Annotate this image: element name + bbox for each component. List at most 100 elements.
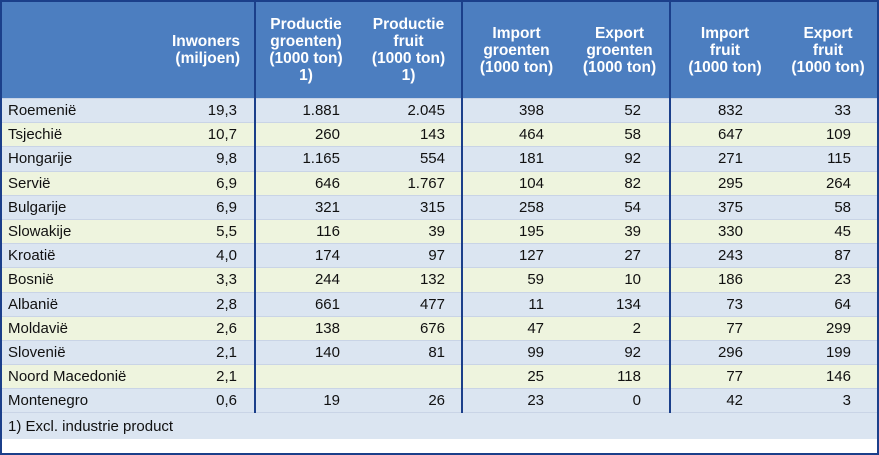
- cell-export-vegetables: 134: [570, 291, 671, 317]
- table-row: Montenegro 0,6 19 26 23 0 42 3: [2, 388, 877, 413]
- cell-country: Slovenië: [2, 339, 149, 365]
- table-row: Moldavië 2,6 138 676 47 2 77 299: [2, 315, 877, 341]
- cell-import-vegetables: 464: [462, 122, 570, 147]
- header-production-vegetables: Productie groenten) (1000 ton) 1): [255, 2, 356, 99]
- header-row: Inwoners (miljoen) Productie groenten) (100…: [2, 2, 877, 99]
- cell-import-vegetables: 258: [462, 194, 570, 220]
- cell-import-fruit: 77: [670, 364, 779, 389]
- cell-export-fruit: 115: [779, 146, 877, 172]
- cell-import-fruit: 271: [670, 146, 779, 172]
- cell-import-vegetables: 23: [462, 388, 570, 413]
- cell-country: Moldavië: [2, 315, 149, 341]
- cell-country: Bulgarije: [2, 194, 149, 220]
- cell-country: Hongarije: [2, 146, 149, 172]
- table-row: Tsjechië 10,7 260 143 464 58 647 109: [2, 122, 877, 147]
- cell-production-fruit: 26: [356, 388, 463, 413]
- cell-production-vegetables: 174: [255, 243, 356, 268]
- cell-inhabitants: 2,1: [149, 339, 256, 365]
- fruit-vegetable-trade-table: Inwoners (miljoen) Productie groenten) (100…: [2, 2, 877, 440]
- header-export-fruit: Export fruit (1000 ton): [779, 2, 877, 99]
- cell-import-fruit: 647: [670, 122, 779, 147]
- cell-import-vegetables: 104: [462, 170, 570, 196]
- cell-export-vegetables: 58: [570, 122, 671, 147]
- cell-import-fruit: 375: [670, 194, 779, 220]
- table-row: Bulgarije 6,9 321 315 258 54 375 58: [2, 194, 877, 220]
- cell-country: Slowakije: [2, 218, 149, 244]
- cell-production-vegetables: [255, 364, 356, 389]
- cell-export-fruit: 87: [779, 243, 877, 268]
- footnote: 1) Excl. industrie product: [2, 412, 877, 440]
- table-row: Albanië 2,8 661 477 11 134 73 64: [2, 291, 877, 317]
- cell-country: Montenegro: [2, 388, 149, 413]
- cell-country: Servië: [2, 170, 149, 196]
- cell-export-vegetables: 54: [570, 194, 671, 220]
- cell-import-vegetables: 398: [462, 97, 570, 123]
- cell-country: Kroatië: [2, 243, 149, 268]
- cell-production-vegetables: 116: [255, 218, 356, 244]
- cell-export-fruit: 58: [779, 194, 877, 220]
- cell-import-fruit: 186: [670, 267, 779, 292]
- cell-inhabitants: 19,3: [149, 97, 256, 123]
- cell-inhabitants: 2,8: [149, 291, 256, 317]
- cell-production-vegetables: 244: [255, 267, 356, 292]
- cell-export-fruit: 199: [779, 339, 877, 365]
- table-row: Roemenië 19,3 1.881 2.045 398 52 832 33: [2, 97, 877, 123]
- cell-production-fruit: 676: [356, 315, 463, 341]
- cell-production-vegetables: 19: [255, 388, 356, 413]
- cell-production-fruit: [356, 364, 463, 389]
- cell-production-fruit: 39: [356, 218, 463, 244]
- cell-import-vegetables: 47: [462, 315, 570, 341]
- cell-export-vegetables: 0: [570, 388, 671, 413]
- header-inhabitants: Inwoners (miljoen): [149, 2, 256, 99]
- cell-import-vegetables: 59: [462, 267, 570, 292]
- cell-import-fruit: 73: [670, 291, 779, 317]
- cell-export-fruit: 109: [779, 122, 877, 147]
- cell-production-fruit: 97: [356, 243, 463, 268]
- cell-import-vegetables: 11: [462, 291, 570, 317]
- table-row: Hongarije 9,8 1.165 554 181 92 271 115: [2, 146, 877, 172]
- cell-inhabitants: 6,9: [149, 194, 256, 220]
- cell-production-vegetables: 140: [255, 339, 356, 365]
- cell-production-fruit: 132: [356, 267, 463, 292]
- cell-production-vegetables: 138: [255, 315, 356, 341]
- cell-export-fruit: 264: [779, 170, 877, 196]
- cell-country: Roemenië: [2, 97, 149, 123]
- cell-export-vegetables: 92: [570, 146, 671, 172]
- table-row: Bosnië 3,3 244 132 59 10 186 23: [2, 267, 877, 292]
- cell-export-fruit: 45: [779, 218, 877, 244]
- cell-export-fruit: 23: [779, 267, 877, 292]
- cell-production-fruit: 477: [356, 291, 463, 317]
- header-production-fruit: Productie fruit (1000 ton) 1): [356, 2, 463, 99]
- table-row: Kroatië 4,0 174 97 127 27 243 87: [2, 243, 877, 268]
- cell-inhabitants: 4,0: [149, 243, 256, 268]
- cell-inhabitants: 3,3: [149, 267, 256, 292]
- cell-import-fruit: 77: [670, 315, 779, 341]
- cell-inhabitants: 2,6: [149, 315, 256, 341]
- cell-export-vegetables: 2: [570, 315, 671, 341]
- cell-inhabitants: 6,9: [149, 170, 256, 196]
- cell-production-vegetables: 321: [255, 194, 356, 220]
- header-country: [2, 2, 149, 99]
- cell-inhabitants: 0,6: [149, 388, 256, 413]
- header-export-vegetables: Export groenten (1000 ton): [570, 2, 671, 99]
- cell-import-fruit: 295: [670, 170, 779, 196]
- cell-import-vegetables: 25: [462, 364, 570, 389]
- cell-inhabitants: 10,7: [149, 122, 256, 147]
- cell-production-fruit: 1.767: [356, 170, 463, 196]
- cell-export-fruit: 3: [779, 388, 877, 413]
- cell-export-vegetables: 10: [570, 267, 671, 292]
- cell-export-vegetables: 27: [570, 243, 671, 268]
- cell-country: Albanië: [2, 291, 149, 317]
- cell-import-vegetables: 195: [462, 218, 570, 244]
- cell-country: Bosnië: [2, 267, 149, 292]
- cell-production-fruit: 2.045: [356, 97, 463, 123]
- cell-production-vegetables: 661: [255, 291, 356, 317]
- cell-import-fruit: 832: [670, 97, 779, 123]
- cell-production-fruit: 315: [356, 194, 463, 220]
- table-row: Slovenië 2,1 140 81 99 92 296 199: [2, 339, 877, 365]
- cell-inhabitants: 2,1: [149, 364, 256, 389]
- cell-country: Tsjechië: [2, 122, 149, 147]
- cell-export-vegetables: 52: [570, 97, 671, 123]
- table-row: Slowakije 5,5 116 39 195 39 330 45: [2, 218, 877, 244]
